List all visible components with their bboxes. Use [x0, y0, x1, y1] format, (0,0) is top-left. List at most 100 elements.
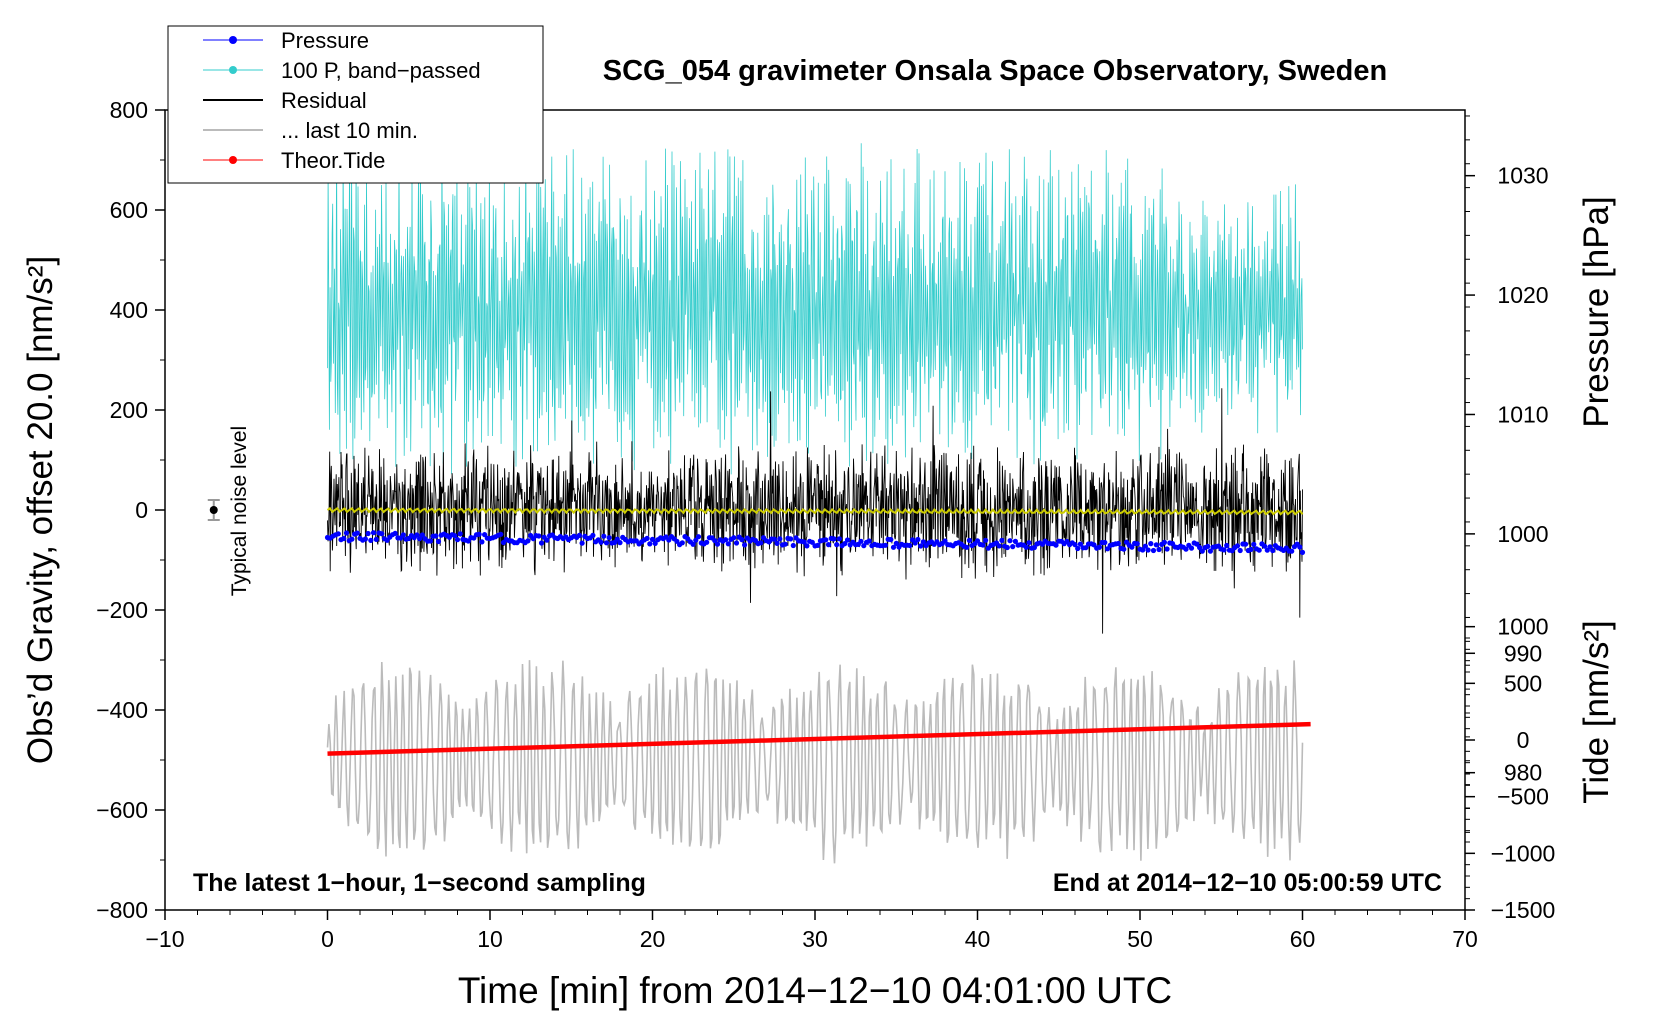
pressure-point: [1164, 546, 1170, 552]
pressure-point: [809, 539, 815, 545]
pressure-point: [1096, 544, 1102, 550]
legend-swatch-marker: [229, 36, 237, 44]
pressure-point: [758, 540, 764, 546]
pressure-point: [1053, 542, 1059, 548]
legend-entry-theor-tide: Theor.Tide: [203, 148, 385, 173]
pressure-point: [679, 540, 685, 546]
pressure-point: [693, 537, 699, 543]
pressure-point: [649, 536, 656, 543]
noise-level-marker: [207, 499, 220, 521]
pressure-point: [1134, 541, 1140, 547]
y-tick-label: 200: [110, 397, 148, 423]
pressure-point: [731, 535, 737, 541]
pressure-point: [815, 542, 821, 549]
y-tick-label: 800: [110, 97, 148, 123]
x-tick-label: 70: [1452, 926, 1478, 952]
series-residual-smoothed: [326, 506, 1304, 516]
legend-label: Residual: [281, 88, 367, 113]
pressure-point: [774, 540, 780, 547]
tide-tick-label: −1000: [1491, 840, 1556, 866]
x-tick-label: 30: [802, 926, 828, 952]
pressure-point: [1083, 545, 1089, 551]
legend-label: Theor.Tide: [281, 148, 385, 173]
y-tick-label: −600: [96, 797, 148, 823]
pressure-point: [525, 538, 531, 544]
legend-label: Pressure: [281, 28, 369, 53]
pressure-axis-label: Pressure [hPa]: [1577, 196, 1616, 428]
pressure-point: [1153, 542, 1159, 548]
pressure-point: [1007, 538, 1013, 544]
pressure-point: [1004, 544, 1010, 551]
pressure-point: [479, 539, 485, 545]
y-tick-label: 0: [135, 497, 148, 523]
axis-layer: −10 0 10 20 30 40 50 60 708006004002000−200−400−…: [96, 97, 1555, 952]
legend-label: 100 P, band−passed: [281, 58, 481, 83]
pressure-point: [1031, 544, 1037, 551]
pressure-point: [842, 541, 848, 547]
y-tick-label: −400: [96, 697, 148, 723]
pressure-point: [918, 543, 924, 549]
pressure-point: [1145, 547, 1151, 553]
pressure-point: [435, 538, 442, 545]
pressure-point: [349, 536, 355, 542]
x-tick-label: 20: [640, 926, 666, 952]
tide-tick-label: 1000: [1497, 614, 1548, 640]
pressure-point: [723, 537, 729, 543]
pressure-point: [866, 538, 872, 544]
x-tick-label: 40: [965, 926, 991, 952]
x-tick-label: 10: [477, 926, 503, 952]
pressure-point: [368, 537, 374, 544]
noise-level-label: Typical noise level: [228, 426, 251, 596]
pressure-point: [392, 530, 398, 537]
pressure-point: [739, 537, 745, 543]
pressure-point: [476, 531, 482, 537]
pressure-point: [1077, 541, 1083, 547]
pressure-point: [1197, 544, 1203, 551]
pressure-point: [590, 532, 596, 539]
pressure-point: [1188, 545, 1195, 551]
pressure-point: [966, 537, 973, 544]
x-tick-label: 0: [321, 926, 334, 952]
pressure-point: [544, 537, 550, 543]
legend-swatch-marker: [229, 66, 237, 74]
pressure-point: [427, 538, 433, 544]
pressure-point: [996, 543, 1002, 549]
pressure-point: [858, 538, 864, 544]
pressure-point: [1161, 539, 1167, 546]
pressure-point: [606, 535, 612, 541]
pressure-point: [365, 530, 371, 537]
y-tick-label: 400: [110, 297, 148, 323]
pressure-point: [536, 533, 542, 539]
legend-entry-band-passed: 100 P, band−passed: [203, 58, 481, 83]
pressure-point: [844, 537, 851, 543]
pressure-point: [782, 541, 788, 547]
pressure-point: [1205, 543, 1211, 550]
pressure-point: [419, 532, 425, 538]
pressure-point: [742, 542, 748, 548]
pressure-point: [1270, 547, 1276, 554]
pressure-point: [1256, 547, 1262, 553]
pressure-point: [890, 544, 897, 550]
pressure-point: [912, 540, 918, 546]
pressure-point: [1199, 548, 1205, 554]
pressure-point: [362, 536, 368, 542]
pressure-point: [1156, 546, 1162, 553]
legend-label: ... last 10 min.: [281, 118, 418, 143]
pressure-point: [888, 537, 894, 543]
chart-title: SCG_054 gravimeter Onsala Space Observat…: [603, 55, 1387, 87]
pressure-point: [1150, 547, 1157, 554]
pressure-point: [1299, 549, 1306, 556]
pressure-point: [498, 531, 504, 537]
end-time-annotation: End at 2014−12−10 05:00:59 UTC: [1053, 869, 1442, 897]
pressure-tick-label: 1010: [1497, 401, 1548, 427]
pressure-point: [1075, 545, 1081, 552]
pressure-point: [695, 534, 702, 540]
x-tick-label: 60: [1290, 926, 1316, 952]
pressure-point: [1248, 546, 1254, 553]
pressure-point: [1267, 544, 1273, 550]
y-tick-label: 600: [110, 197, 148, 223]
y-tick-label: −800: [96, 897, 148, 923]
pressure-point: [893, 540, 899, 547]
pressure-point: [825, 542, 832, 548]
